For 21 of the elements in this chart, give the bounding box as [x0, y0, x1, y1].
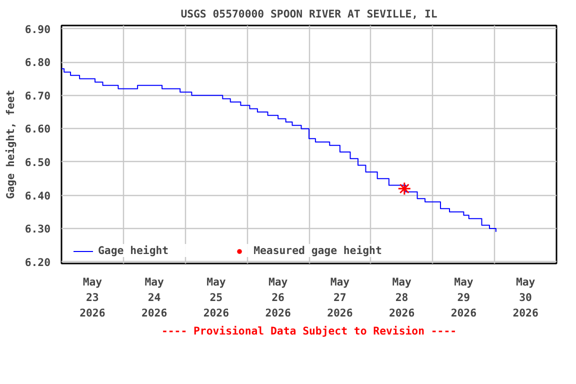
text: ---- Provisional Data Subject to Revision ----: [161, 324, 457, 338]
x-tick-label: May 26 2026: [265, 276, 291, 320]
y-tick-label: 6.20: [24, 256, 51, 269]
x-tick-label: May 29 2026: [450, 276, 477, 320]
legend-label: Gage height: [98, 244, 169, 257]
y-tick-label: 6.80: [24, 56, 51, 70]
x-tick-label: May 30 2026: [512, 276, 538, 320]
chart-title: USGS 05570000 SPOON RIVER AT SEVILLE, IL: [180, 8, 438, 20]
y-tick-label: 6.70: [24, 89, 51, 102]
x-tick-label: May 28 2026: [388, 276, 415, 320]
x-tick-label: May 23 2026: [80, 276, 106, 320]
y-tick-label: 6.30: [24, 222, 51, 236]
x-tick-label: May 25 2026: [203, 276, 230, 320]
y-tick-label: 6.90: [24, 22, 51, 36]
y-axis-title: Gage height, feet: [4, 90, 17, 200]
x-tick-label: May 24 2026: [141, 276, 168, 320]
x-tick-label: May 27 2026: [327, 276, 353, 320]
legend-label: Measured gage height: [254, 244, 382, 257]
y-tick-label: 6.60: [24, 122, 51, 136]
y-tick-label: 6.50: [24, 156, 51, 169]
y-tick-label: 6.40: [24, 189, 51, 202]
